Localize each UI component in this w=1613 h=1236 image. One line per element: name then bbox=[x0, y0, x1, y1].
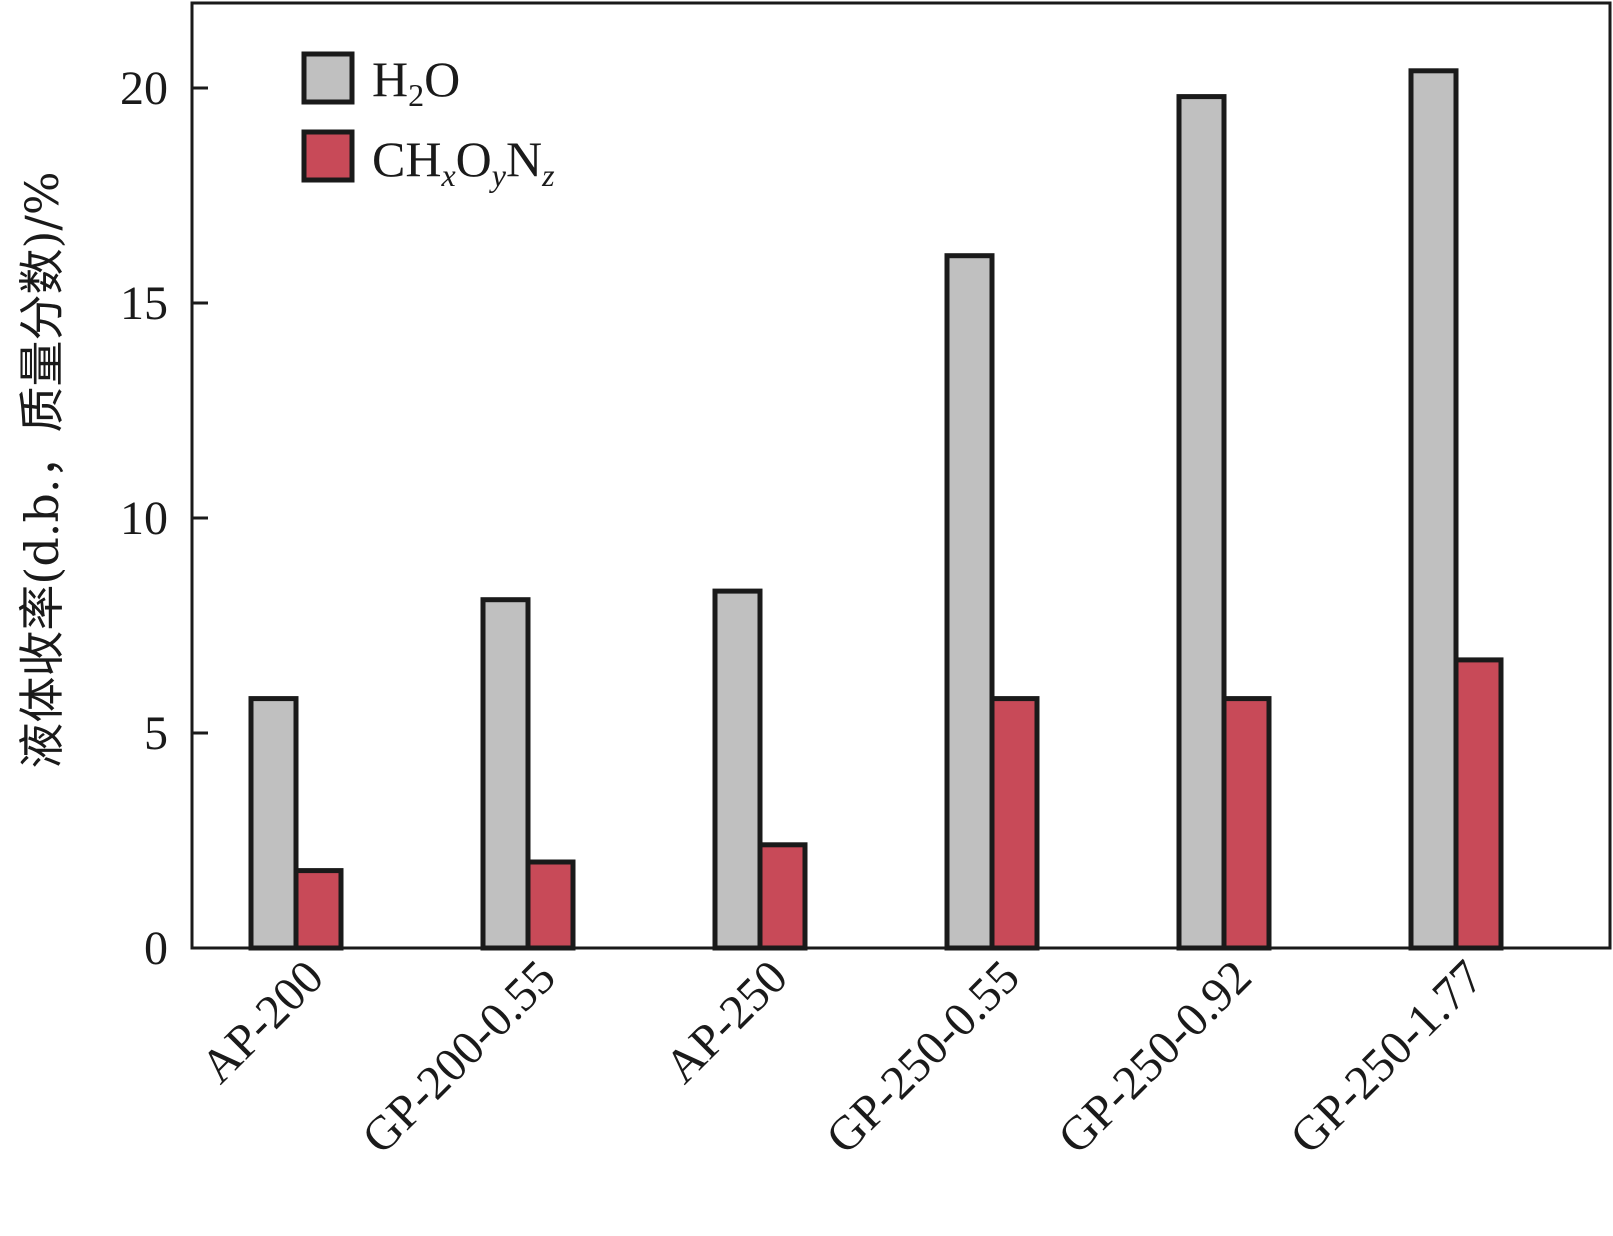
legend-h2o-sub: 2 bbox=[408, 77, 424, 113]
bar-h2o bbox=[1408, 68, 1459, 951]
x-tick-label: GP-250-1.77 bbox=[1280, 950, 1494, 1164]
x-tick-label: AP-200 bbox=[191, 950, 334, 1093]
bars bbox=[248, 68, 1504, 951]
x-tick-label: GP-250-0.55 bbox=[816, 950, 1030, 1164]
y-tick-label: 10 bbox=[120, 492, 168, 545]
y-ticks: 0 5 10 15 20 bbox=[120, 62, 208, 975]
plot-frame bbox=[190, 1, 1612, 950]
bar-h2o bbox=[1176, 94, 1227, 951]
legend-h2o-rest: O bbox=[424, 51, 460, 107]
bar-h2o bbox=[712, 588, 763, 951]
legend-label-h2o: H2O bbox=[372, 51, 460, 113]
bar-chxoynz bbox=[1221, 696, 1272, 951]
x-tick-label: AP-250 bbox=[655, 950, 798, 1093]
bar-chxoynz bbox=[1453, 657, 1504, 951]
legend-swatch-h2o bbox=[301, 51, 355, 105]
x-tick-label: GP-250-0.92 bbox=[1048, 950, 1262, 1164]
legend-h2o-base: H bbox=[372, 51, 408, 107]
y-axis-label: 液体收率(d.b.，质量分数)/% bbox=[15, 171, 69, 768]
bar-chxoynz bbox=[757, 842, 808, 951]
legend: H2O CHxOyNz bbox=[301, 51, 555, 193]
legend-ch-p3: N bbox=[506, 131, 542, 187]
bar-h2o bbox=[944, 253, 995, 951]
x-tick-labels: AP-200 GP-200-0.55 AP-250 GP-250-0.55 GP-250… bbox=[191, 934, 1494, 1164]
bar-h2o bbox=[248, 696, 299, 951]
legend-ch-s1: x bbox=[440, 157, 455, 193]
legend-ch-s2: y bbox=[489, 157, 507, 193]
legend-ch-p1: CH bbox=[372, 131, 441, 187]
legend-ch-s3: z bbox=[541, 157, 555, 193]
bar-chxoynz bbox=[989, 696, 1040, 951]
bar-h2o bbox=[480, 597, 531, 951]
y-tick-label: 5 bbox=[144, 707, 168, 760]
y-tick-label: 20 bbox=[120, 62, 168, 115]
legend-label-chxoynz: CHxOyNz bbox=[372, 131, 555, 193]
bar-chxoynz bbox=[525, 859, 576, 951]
y-tick-label: 15 bbox=[120, 277, 168, 330]
legend-swatch-chxoynz bbox=[301, 129, 355, 183]
bar-chxoynz bbox=[293, 868, 344, 951]
y-tick-label: 0 bbox=[144, 922, 168, 975]
x-tick-label: GP-200-0.55 bbox=[352, 950, 566, 1164]
legend-ch-p2: O bbox=[456, 131, 492, 187]
